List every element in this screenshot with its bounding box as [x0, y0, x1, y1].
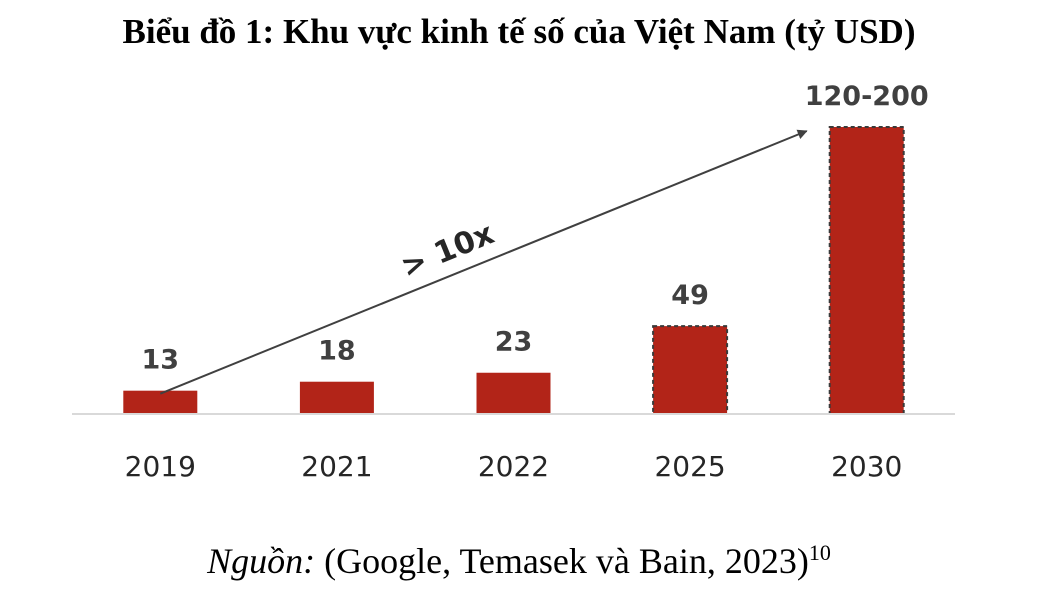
growth-arrow — [159, 129, 808, 395]
value-label-2030: 120-200 — [805, 81, 929, 112]
x-tick-2025: 2025 — [654, 450, 725, 483]
source-text: (Google, Temasek và Bain, 2023) — [324, 541, 809, 581]
bar-2022 — [476, 372, 551, 414]
bar-2030 — [828, 126, 905, 415]
growth-annotation: > 10x — [396, 216, 499, 285]
value-label-2025: 49 — [671, 280, 709, 311]
x-tick-2030: 2030 — [831, 450, 902, 483]
bar-2019 — [123, 390, 198, 414]
value-label-2022: 23 — [495, 327, 533, 358]
source-note: Nguồn: (Google, Temasek và Bain, 2023)10 — [0, 540, 1038, 582]
source-label: Nguồn: — [207, 541, 316, 581]
x-tick-2022: 2022 — [478, 450, 549, 483]
x-tick-2021: 2021 — [301, 450, 372, 483]
bar-chart: 13 18 23 49 120-200 2019 2021 2022 2025 2030 > 1… — [72, 81, 955, 483]
value-label-2021: 18 — [318, 336, 356, 367]
value-label-2019: 13 — [142, 345, 180, 376]
x-tick-2019: 2019 — [125, 450, 196, 483]
chart-title: Biểu đồ 1: Khu vực kinh tế số của Việt N… — [122, 12, 916, 51]
footnote-marker: 10 — [808, 540, 831, 565]
bar-2021 — [299, 381, 374, 414]
bar-2025 — [652, 325, 729, 416]
